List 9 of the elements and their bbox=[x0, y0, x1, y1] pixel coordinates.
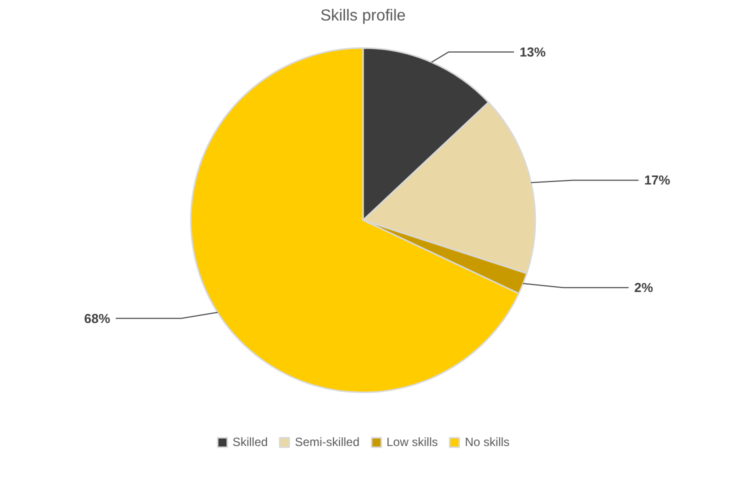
data-label: 68% bbox=[84, 310, 111, 326]
data-label: 13% bbox=[520, 44, 546, 60]
legend-label: Semi-skilled bbox=[294, 435, 360, 449]
data-label: 17% bbox=[644, 172, 671, 188]
chart-title: Skills profile bbox=[320, 8, 406, 24]
data-label: 2% bbox=[634, 280, 654, 296]
legend-label: Skilled bbox=[232, 435, 268, 449]
legend-label: No skills bbox=[464, 435, 510, 449]
legend-label: Low skills bbox=[386, 435, 438, 449]
